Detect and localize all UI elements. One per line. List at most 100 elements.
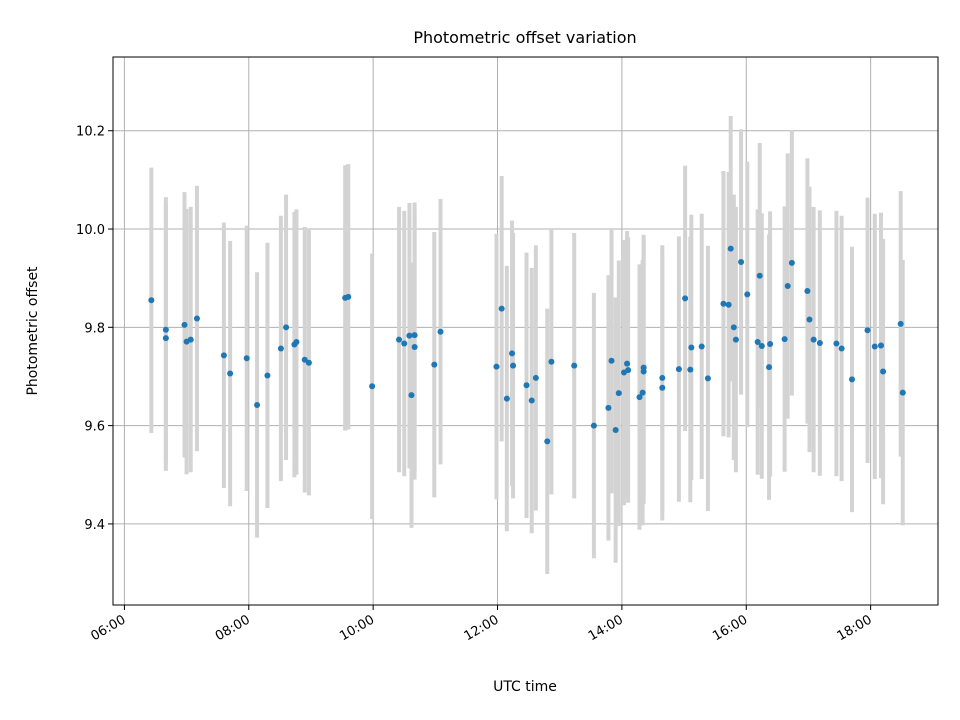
x-axis-label: UTC time	[493, 679, 557, 695]
data-point	[675, 366, 682, 373]
data-point	[411, 332, 418, 339]
data-point	[833, 340, 840, 347]
x-tick-label: 18:00	[835, 612, 875, 644]
data-point	[848, 376, 855, 383]
data-point	[503, 395, 510, 402]
data-point	[727, 245, 734, 252]
x-tick-label: 06:00	[88, 612, 128, 644]
data-point	[277, 345, 284, 352]
data-point	[401, 340, 408, 347]
data-point	[283, 324, 290, 331]
data-point	[738, 258, 745, 265]
data-point	[305, 359, 312, 366]
data-point	[639, 389, 646, 396]
data-point	[264, 372, 271, 379]
data-point	[243, 355, 250, 362]
data-point	[682, 295, 689, 302]
data-point	[493, 363, 500, 370]
x-tick-label: 10:00	[337, 612, 377, 644]
data-point	[187, 336, 194, 343]
data-point	[659, 374, 666, 381]
y-tick-label: 10.2	[76, 125, 105, 140]
data-point	[732, 336, 739, 343]
data-point	[899, 389, 906, 396]
data-point	[532, 374, 539, 381]
x-tick-label: 16:00	[710, 612, 750, 644]
data-point	[181, 321, 188, 328]
x-axis-ticks: 06:00 08:00 10:00 12:00 14:00 16:00 18:00	[88, 605, 875, 644]
data-point	[788, 259, 795, 266]
x-tick-label: 12:00	[462, 612, 502, 644]
data-point	[612, 427, 619, 434]
data-point	[571, 362, 578, 369]
data-point	[659, 384, 666, 391]
data-point	[220, 352, 227, 359]
data-point	[411, 343, 418, 350]
data-point	[897, 320, 904, 327]
data-point	[838, 345, 845, 352]
y-axis-ticks: 9.4 9.6 9.8 10.0 10.2	[76, 125, 113, 533]
data-point	[744, 291, 751, 298]
data-point	[162, 335, 169, 342]
data-point	[688, 344, 695, 351]
data-points	[148, 245, 906, 445]
data-point	[548, 358, 555, 365]
y-tick-label: 10.0	[76, 223, 105, 238]
data-point	[408, 392, 415, 399]
data-point	[369, 383, 376, 390]
data-point	[615, 390, 622, 397]
data-point	[624, 360, 631, 367]
data-point	[725, 301, 732, 308]
data-point	[227, 370, 234, 377]
y-tick-label: 9.6	[84, 420, 105, 435]
data-point	[636, 394, 643, 401]
data-point	[730, 324, 737, 331]
data-point	[880, 368, 887, 375]
data-point	[687, 366, 694, 373]
data-point	[544, 438, 551, 445]
data-point	[640, 364, 647, 371]
data-point	[864, 327, 871, 334]
data-point	[756, 272, 763, 279]
data-point	[608, 357, 615, 364]
data-point	[704, 375, 711, 382]
x-tick-label: 14:00	[586, 612, 626, 644]
y-tick-label: 9.4	[84, 518, 105, 533]
data-point	[625, 367, 632, 374]
y-tick-label: 9.8	[84, 321, 105, 336]
data-point	[345, 293, 352, 300]
data-point	[437, 328, 444, 335]
data-point	[810, 336, 817, 343]
data-point	[301, 356, 308, 363]
data-point	[498, 305, 505, 312]
x-tick-label: 08:00	[213, 612, 253, 644]
data-point	[754, 339, 761, 346]
data-point	[590, 422, 597, 429]
data-point	[804, 287, 811, 294]
data-point	[767, 341, 774, 348]
data-point	[784, 283, 791, 290]
data-point	[605, 404, 612, 411]
y-axis-label: Photometric offset	[25, 266, 41, 396]
data-point	[766, 364, 773, 371]
data-point	[162, 326, 169, 333]
data-point	[510, 362, 517, 369]
data-point	[293, 339, 300, 346]
data-point	[816, 340, 823, 347]
data-point	[528, 397, 535, 404]
data-point	[806, 316, 813, 323]
data-point	[148, 297, 155, 304]
data-point	[523, 382, 530, 389]
data-point	[720, 300, 727, 307]
data-point	[698, 343, 705, 350]
data-point	[509, 350, 516, 357]
data-point	[254, 401, 261, 408]
data-point	[406, 332, 413, 339]
data-point	[193, 315, 200, 322]
data-point	[431, 361, 438, 368]
data-point	[758, 342, 765, 349]
data-point	[396, 336, 403, 343]
data-point	[877, 342, 884, 349]
data-point	[871, 343, 878, 350]
